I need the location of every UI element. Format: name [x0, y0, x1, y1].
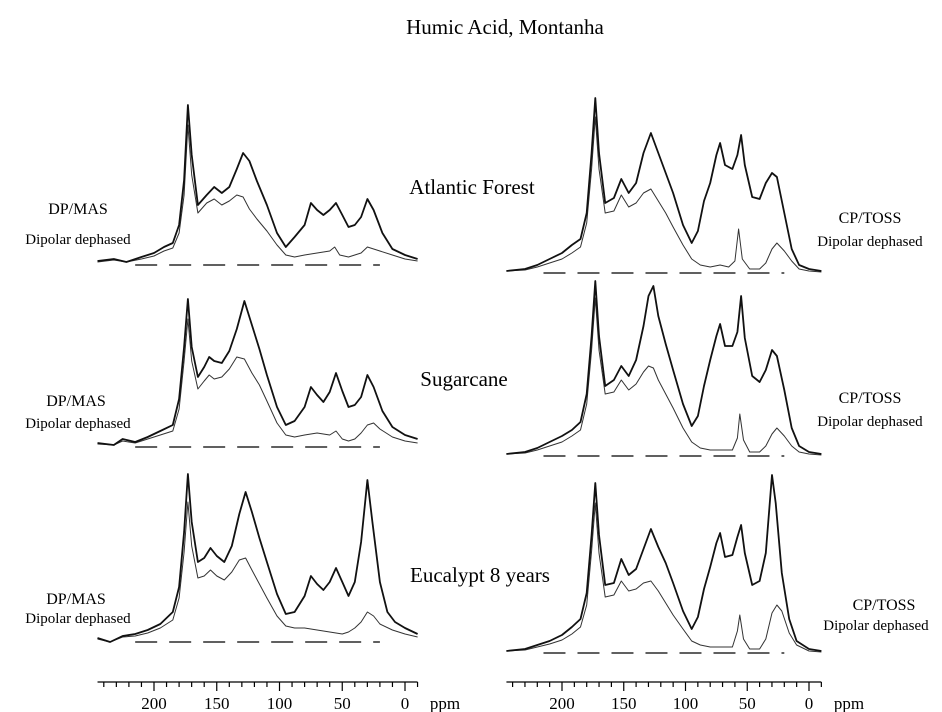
sample-label-2: Eucalypt 8 years — [410, 563, 550, 587]
mode-label-left-1: DP/MAS — [46, 393, 106, 410]
tick-label-left-50: 50 — [334, 694, 351, 712]
mode-label-right-2: CP/TOSS — [853, 597, 916, 614]
sub-label-left-1: Dipolar dephased — [25, 416, 131, 432]
series-main-left-0 — [97, 104, 418, 263]
mode-label-right-0: CP/TOSS — [839, 210, 902, 227]
series-dephased-right-2 — [506, 502, 822, 653]
sample-label-1: Sugarcane — [420, 367, 507, 391]
spectrum-panel-left-0: DP/MAS Dipolar dephased Atlantic Forest — [25, 104, 535, 266]
spectrum-panel-left-1: DP/MAS Dipolar dephased Sugarcane — [25, 298, 508, 448]
series-dephased-left-0 — [97, 124, 418, 263]
spectrum-panel-right-0: CP/TOSS Dipolar dephased — [506, 97, 923, 274]
sub-label-right-1: Dipolar dephased — [817, 414, 923, 430]
figure-title: Humic Acid, Montanha — [406, 15, 604, 39]
tick-label-left-100: 100 — [267, 694, 293, 712]
tick-label-left-0: 0 — [401, 694, 410, 712]
series-dephased-right-0 — [506, 116, 822, 273]
tick-label-right-200: 200 — [549, 694, 575, 712]
series-main-left-1 — [97, 298, 418, 446]
series-main-right-0 — [506, 97, 822, 272]
mode-label-left-2: DP/MAS — [46, 591, 106, 608]
spectrum-panel-left-2: DP/MAS Dipolar dephased Eucalypt 8 years — [25, 473, 550, 643]
spectrum-panel-right-2: CP/TOSS Dipolar dephased — [506, 474, 929, 654]
tick-label-right-0: 0 — [805, 694, 814, 712]
sub-label-right-2: Dipolar dephased — [823, 618, 929, 634]
sub-label-left-2: Dipolar dephased — [25, 611, 131, 627]
sample-label-0: Atlantic Forest — [409, 175, 535, 199]
mode-label-right-1: CP/TOSS — [839, 390, 902, 407]
mode-label-left-0: DP/MAS — [48, 201, 108, 218]
series-dephased-left-1 — [97, 318, 418, 446]
series-main-right-1 — [506, 280, 822, 455]
tick-label-right-50: 50 — [739, 694, 756, 712]
sub-label-right-0: Dipolar dephased — [817, 234, 923, 250]
series-dephased-right-1 — [506, 297, 822, 456]
tick-label-right-100: 100 — [673, 694, 699, 712]
series-main-left-2 — [97, 473, 418, 643]
spectrum-panel-right-1: CP/TOSS Dipolar dephased — [506, 280, 923, 457]
x-unit-label-right: ppm — [834, 694, 864, 712]
tick-label-left-150: 150 — [204, 694, 230, 712]
tick-label-right-150: 150 — [611, 694, 637, 712]
x-axis-right: 200 150 100 50 0 ppm — [506, 681, 864, 712]
x-unit-label-left: ppm — [430, 694, 460, 712]
tick-label-left-200: 200 — [141, 694, 167, 712]
sub-label-left-0: Dipolar dephased — [25, 232, 131, 248]
x-axis-left: 200 150 100 50 0 ppm — [97, 681, 460, 712]
series-main-right-2 — [506, 474, 822, 652]
series-dephased-left-2 — [97, 501, 418, 643]
